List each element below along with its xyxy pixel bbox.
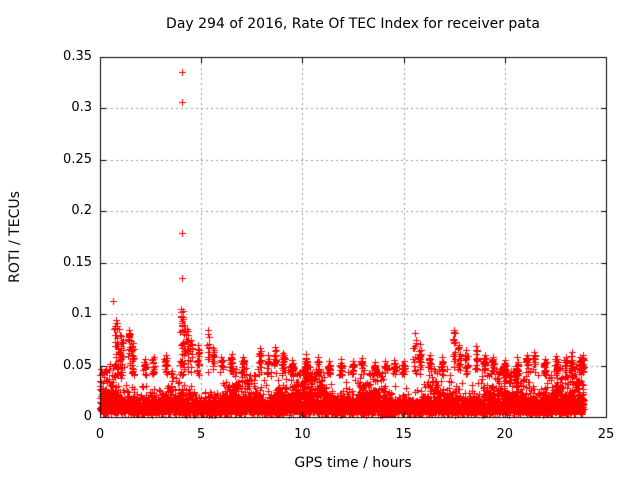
chart-title: Day 294 of 2016, Rate Of TEC Index for r… xyxy=(166,16,540,32)
x-tick-label: 25 xyxy=(597,427,615,442)
y-tick-label: 0.25 xyxy=(63,151,92,167)
y-tick-label: 0 xyxy=(83,409,92,424)
y-tick-label: 0.35 xyxy=(63,49,92,64)
x-tick-label: 0 xyxy=(95,427,105,442)
x-tick-label: 15 xyxy=(395,427,412,442)
x-tick-label: 10 xyxy=(294,427,311,442)
y-tick-label: 0.1 xyxy=(71,306,92,322)
x-tick-label: 5 xyxy=(197,427,206,442)
x-axis-label: GPS time / hours xyxy=(294,455,412,471)
y-tick-label: 0.3 xyxy=(71,100,92,116)
x-tick-label: 20 xyxy=(496,427,514,442)
y-tick-label: 0.2 xyxy=(71,203,92,219)
y-tick-label: 0.05 xyxy=(63,357,92,373)
y-tick-label: 0.15 xyxy=(63,254,92,270)
